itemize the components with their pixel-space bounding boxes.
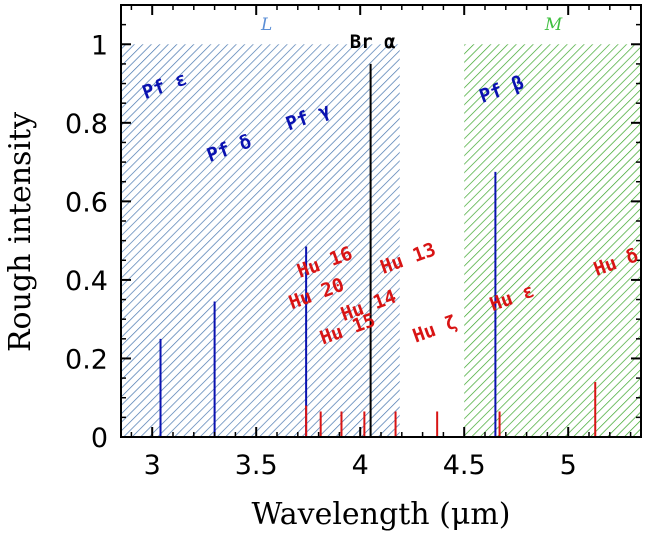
y-tick-label-0-2: 0.2 (65, 344, 108, 375)
tick-labels: 3 3.5 4 4.5 5 0 0.2 0.4 0.6 0.8 1 (65, 30, 577, 481)
line-label-br: Br α (350, 31, 396, 53)
x-tick-label-3: 3 (144, 450, 161, 481)
y-tick-label-0: 0 (91, 423, 108, 454)
x-tick-label-5: 5 (560, 450, 577, 481)
wavelength-bands (121, 44, 641, 437)
band-label-m: M (544, 15, 563, 35)
y-tick-label-0-6: 0.6 (65, 187, 108, 218)
y-tick-label-1: 1 (91, 30, 108, 61)
plot-frame (120, 4, 642, 438)
x-axis-title: Wavelength (μm) (252, 497, 511, 532)
band-label-l: L (260, 15, 272, 35)
band-l (121, 44, 400, 437)
x-tick-label-3-5: 3.5 (235, 450, 278, 481)
y-axis-title: Rough intensity (3, 112, 38, 352)
x-tick-label-4-5: 4.5 (443, 450, 486, 481)
major-ticks (121, 5, 641, 438)
y-tick-label-0-4: 0.4 (65, 266, 108, 297)
band-m (464, 44, 641, 437)
x-tick-label-4: 4 (352, 450, 369, 481)
line-label-hu: Hu ζ (410, 311, 461, 347)
y-tick-label-0-8: 0.8 (65, 109, 108, 140)
spectral-lines (159, 63, 597, 437)
